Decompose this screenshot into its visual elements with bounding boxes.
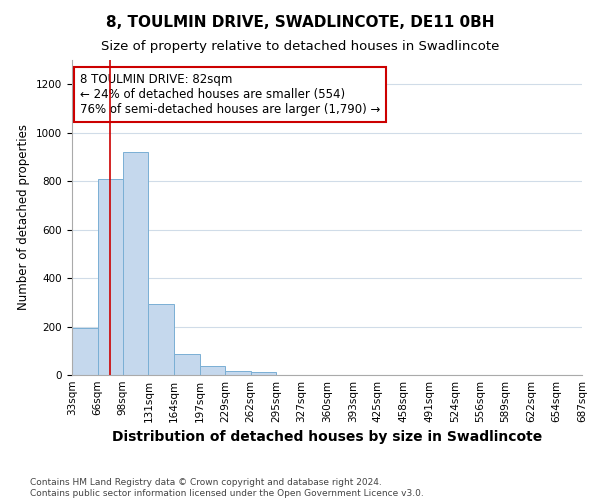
Text: 8 TOULMIN DRIVE: 82sqm
← 24% of detached houses are smaller (554)
76% of semi-de: 8 TOULMIN DRIVE: 82sqm ← 24% of detached… [80, 72, 380, 116]
Bar [98, 178, 122, 375]
Bar [122, 152, 148, 375]
Bar [148, 304, 174, 375]
X-axis label: Distribution of detached houses by size in Swadlincote: Distribution of detached houses by size … [112, 430, 542, 444]
Bar [174, 354, 200, 375]
Text: Contains HM Land Registry data © Crown copyright and database right 2024.
Contai: Contains HM Land Registry data © Crown c… [30, 478, 424, 498]
Text: Size of property relative to detached houses in Swadlincote: Size of property relative to detached ho… [101, 40, 499, 53]
Text: 8, TOULMIN DRIVE, SWADLINCOTE, DE11 0BH: 8, TOULMIN DRIVE, SWADLINCOTE, DE11 0BH [106, 15, 494, 30]
Y-axis label: Number of detached properties: Number of detached properties [17, 124, 31, 310]
Bar [251, 372, 277, 375]
Bar [200, 366, 225, 375]
Bar [225, 372, 251, 375]
Bar [72, 328, 98, 375]
